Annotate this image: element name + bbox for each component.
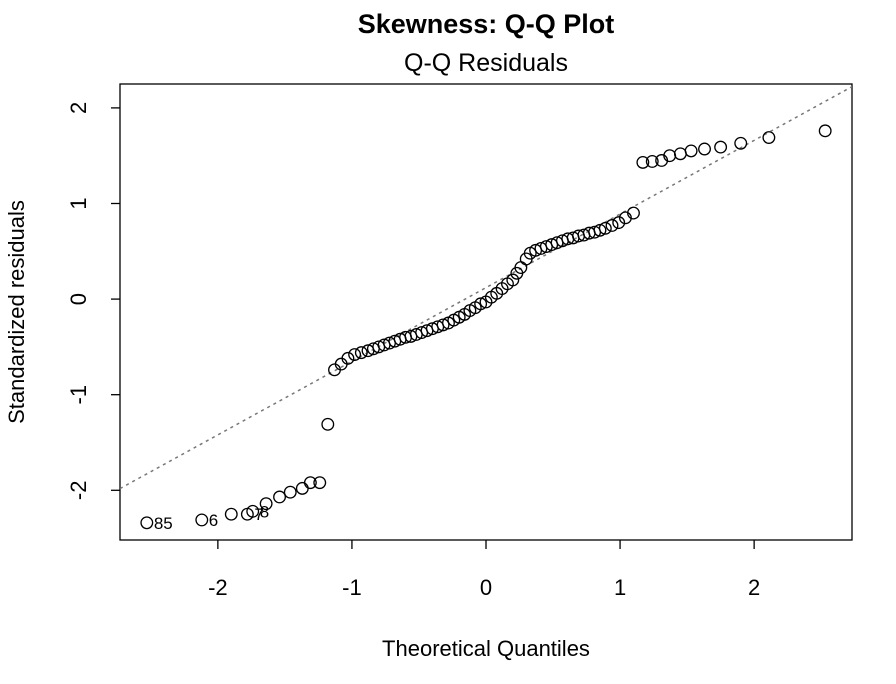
y-tick-label: -1 xyxy=(66,385,91,405)
point xyxy=(506,273,520,287)
point xyxy=(593,223,607,237)
point xyxy=(734,136,748,150)
y-axis-label: Standardized residuals xyxy=(4,200,29,424)
x-tick-label: 0 xyxy=(480,575,492,600)
x-tick-label: 1 xyxy=(614,575,626,600)
x-tick-label: -2 xyxy=(208,575,228,600)
point xyxy=(818,124,832,138)
point xyxy=(605,219,619,232)
reference-line xyxy=(120,86,852,490)
point xyxy=(645,154,659,168)
y-tick-label: 2 xyxy=(66,102,91,114)
point xyxy=(303,476,317,490)
plot-frame xyxy=(119,83,853,541)
y-tick-label: 1 xyxy=(66,197,91,209)
point xyxy=(684,144,698,158)
point xyxy=(313,476,327,490)
point xyxy=(295,481,309,495)
point xyxy=(612,216,626,230)
point xyxy=(636,155,650,169)
point xyxy=(436,318,450,332)
x-tick-label: 2 xyxy=(748,575,760,600)
point xyxy=(354,346,368,360)
chart-subtitle: Q-Q Residuals xyxy=(404,49,568,77)
point xyxy=(474,297,488,311)
point xyxy=(627,206,640,220)
point xyxy=(348,348,362,361)
point xyxy=(321,417,335,431)
point xyxy=(698,142,711,156)
point xyxy=(762,131,776,144)
point xyxy=(273,490,286,504)
point xyxy=(195,513,209,527)
point xyxy=(224,507,238,521)
point xyxy=(140,516,154,530)
point xyxy=(283,485,297,499)
chart-title: Skewness: Q-Q Plot xyxy=(358,9,615,39)
point xyxy=(259,497,273,511)
y-tick-label: -2 xyxy=(66,481,91,501)
point xyxy=(341,351,355,365)
x-tick-label: -1 xyxy=(342,575,362,600)
point xyxy=(673,147,687,161)
point-label: 85 xyxy=(154,514,173,533)
point-label: 7 xyxy=(254,505,263,524)
point xyxy=(246,504,260,518)
y-tick-label: 0 xyxy=(66,293,91,305)
point xyxy=(714,140,728,154)
x-axis-label: Theoretical Quantiles xyxy=(382,636,590,661)
point-label: 6 xyxy=(209,511,218,530)
point-label: 8 xyxy=(260,502,269,521)
point xyxy=(598,221,612,235)
